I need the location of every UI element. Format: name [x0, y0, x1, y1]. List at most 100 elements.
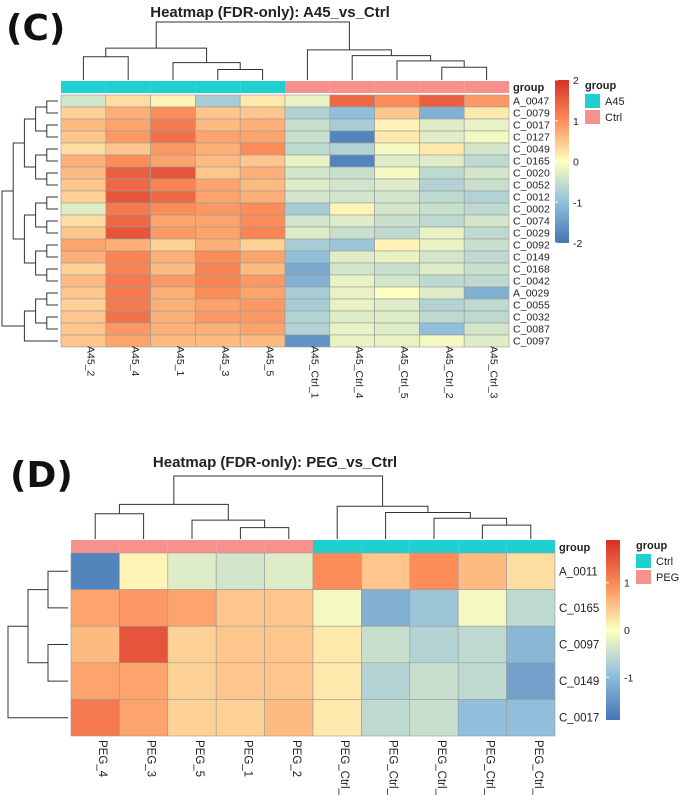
heatmap-cell	[374, 298, 420, 312]
heatmap-cell	[312, 589, 362, 627]
heatmap-cell	[150, 298, 196, 312]
colorbar-tick-label: 1	[573, 116, 579, 128]
row-label: C_0052	[513, 180, 550, 192]
heatmap-cell	[105, 178, 151, 192]
heatmap-cell	[463, 226, 510, 240]
heatmap-cell	[60, 310, 107, 324]
dendrogram-branch	[46, 196, 58, 210]
heatmap-cell	[361, 662, 411, 700]
heatmap-cell	[60, 178, 107, 192]
group-annotation-cell	[240, 81, 285, 93]
colorbar-tick-label: 0	[573, 157, 579, 169]
heatmap-cell	[195, 214, 241, 228]
colorbar-tick-label: 1	[624, 578, 630, 590]
heatmap-cell	[374, 250, 420, 264]
row-label: C_0149	[513, 252, 550, 264]
heatmap-cell	[239, 166, 286, 180]
heatmap-cell	[284, 178, 331, 192]
heatmap-cell	[70, 625, 120, 664]
column-dendrogram	[94, 475, 532, 539]
heatmap-cell	[60, 190, 107, 204]
heatmap-cell	[463, 190, 510, 204]
heatmap-cell	[239, 118, 286, 132]
heatmap-cell	[105, 274, 151, 288]
heatmap-cell	[374, 262, 420, 276]
heatmap-cell	[419, 334, 465, 348]
heatmap-cell	[284, 238, 331, 252]
dendrogram-branch	[396, 60, 465, 80]
legend-swatch	[636, 554, 651, 568]
heatmap-cell	[312, 699, 362, 737]
heatmap-cell	[239, 298, 286, 312]
heatmap-cell	[457, 589, 507, 627]
column-label: PEG_5	[193, 740, 205, 777]
heatmap-cell	[463, 166, 510, 180]
heatmap-cell	[374, 166, 420, 180]
dendrogram-branch	[351, 55, 432, 80]
heatmap-cell	[195, 154, 241, 168]
group-annotation-cell	[374, 81, 420, 93]
heatmap-cell	[60, 250, 107, 264]
heatmap-cell	[195, 250, 241, 264]
heatmap-cell	[463, 274, 510, 288]
heatmap-cell	[506, 589, 556, 627]
heatmap-cell	[150, 202, 196, 216]
dendrogram-branch	[35, 298, 47, 324]
heatmap-cell	[506, 699, 556, 737]
heatmap-cell	[419, 322, 465, 336]
group-annotation-cell	[167, 540, 217, 553]
heatmap-cell	[105, 106, 151, 120]
heatmap-cell	[409, 589, 459, 627]
group-annotation-cell	[361, 540, 410, 553]
dendrogram-branch	[35, 154, 47, 180]
heatmap-cell	[284, 274, 331, 288]
heatmap-cell	[284, 310, 331, 324]
dendrogram-branch	[46, 148, 58, 162]
heatmap-cell	[374, 238, 420, 252]
legend-entry: A45	[605, 96, 625, 108]
heatmap-cell	[284, 286, 331, 300]
heatmap-cell	[150, 190, 196, 204]
heatmap-cell	[150, 262, 196, 276]
heatmap-cell	[239, 334, 286, 348]
heatmap-cell	[150, 322, 196, 336]
heatmap-cell	[374, 202, 420, 216]
group-annotation-cell	[464, 81, 509, 93]
heatmap-cell	[239, 226, 286, 240]
heatmap-cell	[150, 226, 196, 240]
heatmap-cell	[119, 699, 169, 737]
heatmap-cell	[463, 214, 510, 228]
heatmap-cell	[195, 94, 241, 108]
heatmap-cell	[150, 106, 196, 120]
column-label: A45_Ctrl_2	[443, 346, 455, 399]
heatmap-cell	[60, 274, 107, 288]
dendrogram-branch	[336, 505, 429, 539]
heatmap-cell	[105, 166, 151, 180]
column-label: A45_1	[174, 346, 186, 377]
heatmap-cell	[239, 274, 286, 288]
heatmap-cell	[463, 322, 510, 336]
heatmap-cell	[150, 238, 196, 252]
heatmap-cell	[195, 286, 241, 300]
column-label: PEG_Ctrl_2	[483, 740, 495, 795]
heatmap-cell	[239, 178, 286, 192]
dendrogram-branch	[46, 244, 58, 258]
heatmap-cell	[105, 94, 151, 108]
heatmap-cell	[119, 662, 169, 700]
heatmap-cell	[195, 118, 241, 132]
heatmap-cell	[419, 298, 465, 312]
row-label: C_0079	[513, 108, 550, 120]
heatmap-cell	[329, 130, 375, 144]
row-label: C_0017	[513, 120, 550, 132]
group-annotation-cell	[216, 540, 265, 553]
row-label: C_0097	[559, 640, 599, 652]
heatmap-cell	[506, 552, 556, 590]
heatmap-cell	[60, 298, 107, 312]
heatmap-cell	[419, 190, 465, 204]
heatmap-cell	[195, 166, 241, 180]
heatmap-cell	[105, 250, 151, 264]
column-label: A45_2	[84, 346, 96, 377]
heatmap-cell	[195, 202, 241, 216]
heatmap-cell	[419, 310, 465, 324]
heatmap-cell	[374, 310, 420, 324]
